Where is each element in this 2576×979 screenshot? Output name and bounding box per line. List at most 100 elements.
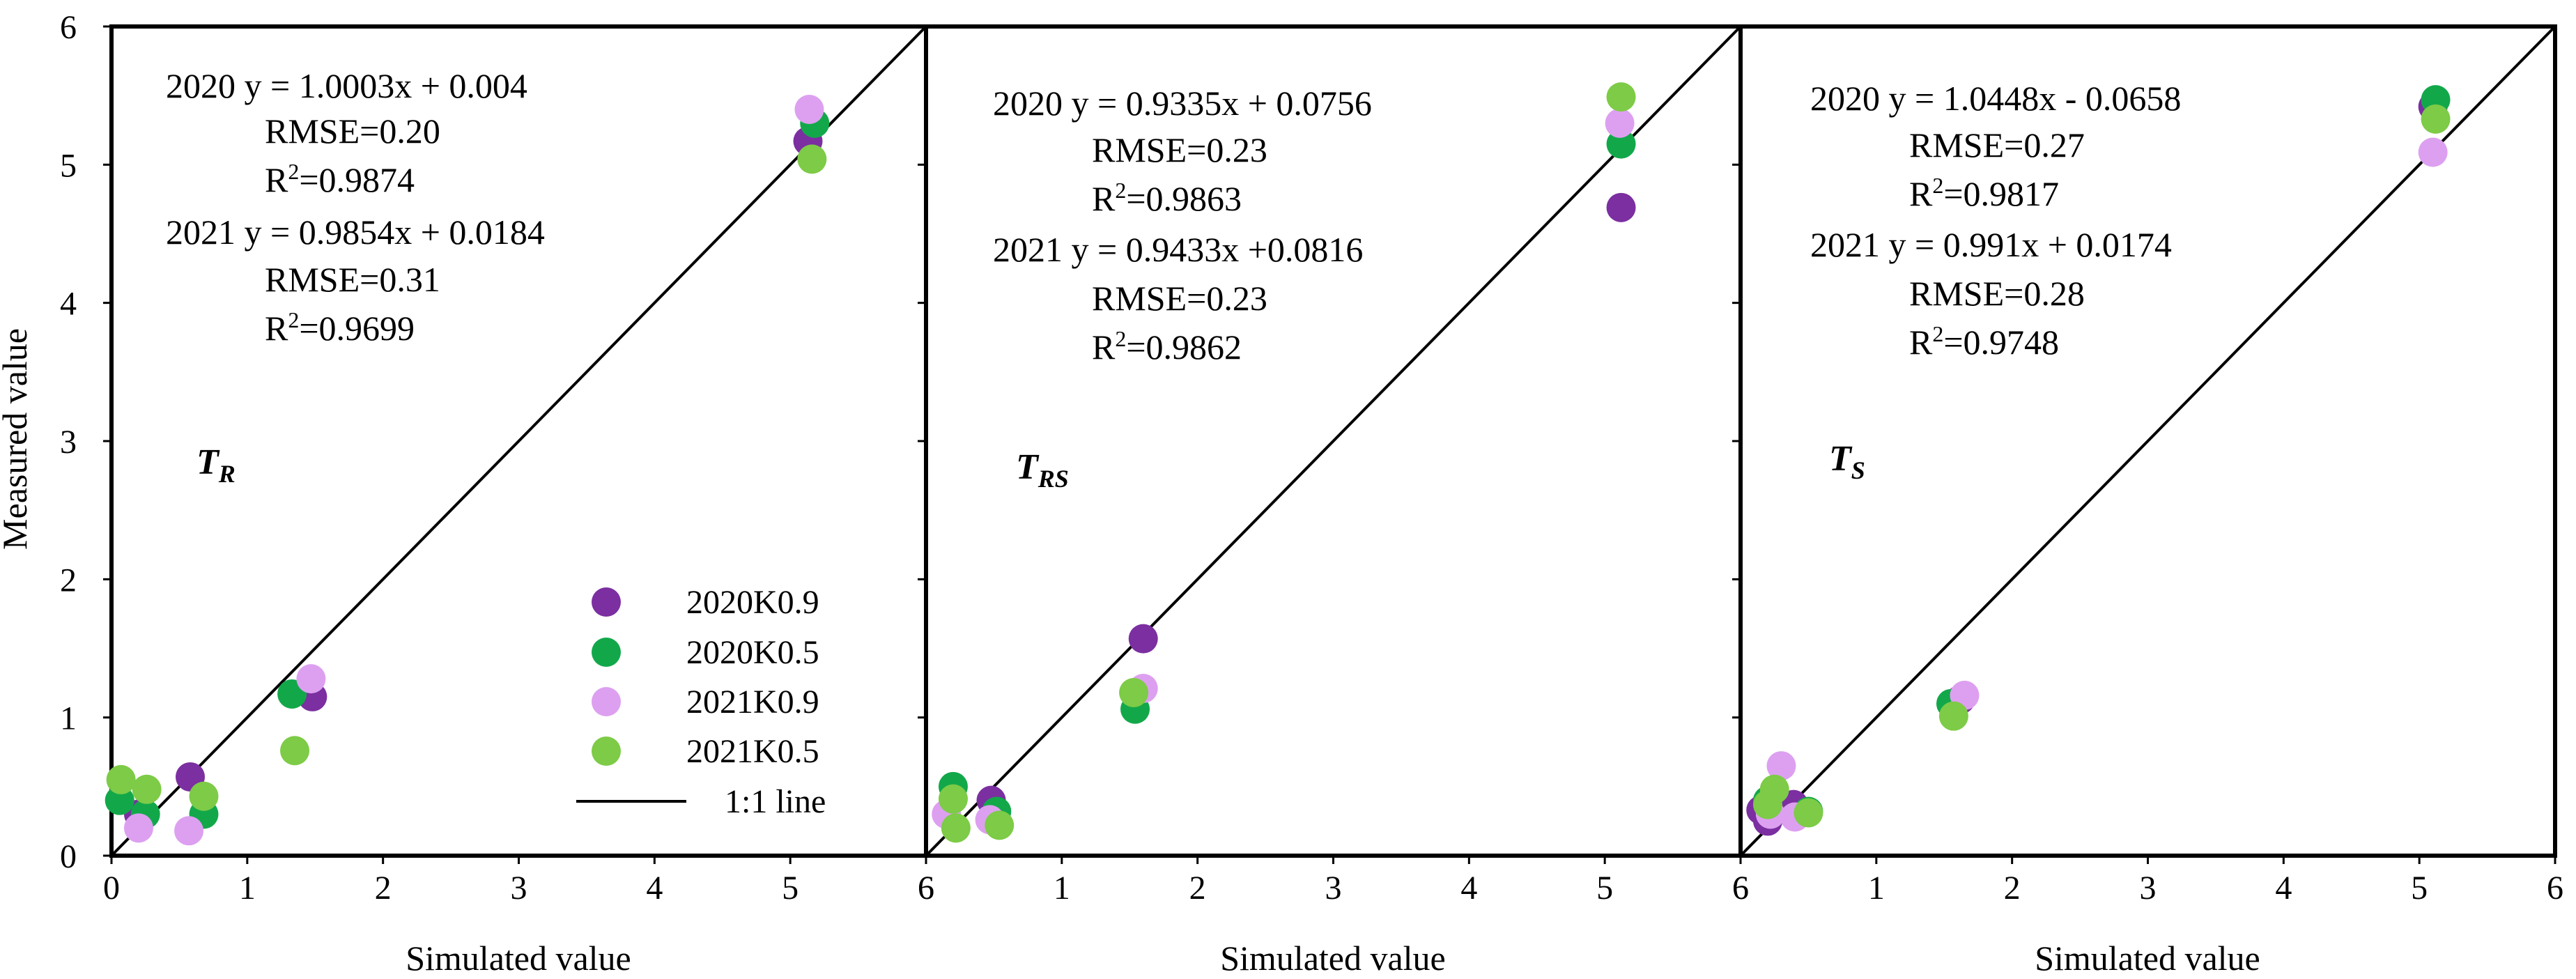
- r2-2021: R2=0.9748: [1909, 321, 2059, 362]
- tick-layer: 6 1 2 3 4 5 6: [918, 25, 1749, 907]
- equation-2021: 2021 y = 0.9433x +0.0816: [993, 230, 1363, 269]
- point-2020k05: [105, 785, 134, 815]
- legend: 2020K0.9 2020K0.5 2021K0.9 2021K0.5 1:1 …: [576, 584, 826, 820]
- annotation-block: 2020 y = 0.9335x + 0.0756 RMSE=0.23 R2=0…: [993, 84, 1372, 367]
- x-tick-label: 1: [1054, 870, 1070, 907]
- x-tick-label: 1: [239, 870, 256, 907]
- y-tick-label: 3: [60, 424, 77, 461]
- rmse-2020: RMSE=0.20: [265, 111, 440, 151]
- point-2021k09: [1766, 751, 1796, 781]
- rmse-2020: RMSE=0.27: [1909, 125, 2085, 164]
- equation-2020: 2020 y = 1.0448x - 0.0658: [1810, 79, 2181, 118]
- x-tick-label: 6: [1732, 870, 1749, 907]
- point-2020k09: [1606, 192, 1636, 222]
- tick-layer: 6 1 2 3 4 5 6: [1732, 25, 2563, 907]
- x-tick-label: 3: [511, 870, 527, 907]
- point-2021k05: [938, 784, 968, 814]
- point-2021k05: [132, 774, 162, 804]
- point-2021k05: [797, 144, 827, 174]
- r2-2020: R2=0.9874: [265, 159, 415, 199]
- y-tick-label: 2: [60, 562, 77, 599]
- x-axis-title: Simulated value: [2035, 939, 2260, 978]
- legend-marker-2020k09: [592, 587, 621, 617]
- r2-2020: R2=0.9863: [1092, 178, 1242, 218]
- panel-label: TRS: [1016, 447, 1069, 493]
- panel-tr: 0 1 2 3 4 5 6 0 1 2 3 4 5 6 2020 y = 1.0003x + 0.004 …: [60, 9, 934, 978]
- point-2020k09: [1128, 624, 1158, 654]
- point-2021k05: [280, 736, 310, 766]
- point-2021k09: [2418, 137, 2448, 167]
- equation-2020: 2020 y = 0.9335x + 0.0756: [993, 84, 1372, 123]
- x-tick-label: 4: [2275, 870, 2292, 907]
- one-to-one-line: [1739, 25, 2556, 857]
- y-axis-title: Measured value: [0, 328, 34, 550]
- one-to-one-line: [925, 25, 1742, 857]
- x-tick-label: 6: [918, 870, 934, 907]
- point-2021k05: [941, 813, 971, 843]
- legend-label-2020k05: 2020K0.5: [686, 634, 819, 671]
- panel-trs: 6 1 2 3 4 5 6 2020 y = 0.9335x + 0.0756 RMSE=0…: [918, 24, 1749, 978]
- y-tick-label: 6: [60, 9, 77, 46]
- point-2021k05: [1119, 677, 1149, 707]
- legend-label-one-to-one: 1:1 line: [725, 783, 826, 820]
- x-tick-label: 5: [782, 870, 799, 907]
- panel-label: TS: [1829, 439, 1865, 484]
- x-tick-label: 6: [918, 870, 934, 907]
- panel-ts: 6 1 2 3 4 5 6 2020 y = 1.0448x - 0.0658 RMSE=0…: [1732, 24, 2563, 978]
- y-tick-label: 4: [60, 286, 77, 323]
- x-tick-label: 1: [1868, 870, 1885, 907]
- x-tick-label: 2: [1189, 870, 1206, 907]
- point-2021k05: [2421, 104, 2451, 134]
- x-axis-title: Simulated value: [406, 939, 631, 978]
- y-tick-label: 5: [60, 147, 77, 184]
- legend-label-2020k09: 2020K0.9: [686, 584, 819, 621]
- x-tick-label: 2: [2004, 870, 2021, 907]
- r2-2021: R2=0.9862: [1092, 326, 1242, 367]
- point-layer: [1746, 85, 2451, 836]
- x-tick-label: 4: [1460, 870, 1477, 907]
- point-2021k05: [1759, 774, 1789, 804]
- y-tick-label: 1: [60, 700, 77, 737]
- annotation-block: 2020 y = 1.0448x - 0.0658 RMSE=0.27 R2=0…: [1810, 79, 2181, 362]
- x-tick-label: 2: [375, 870, 392, 907]
- x-tick-label: 3: [1325, 870, 1342, 907]
- equation-2020: 2020 y = 1.0003x + 0.004: [166, 66, 527, 105]
- rmse-2021: RMSE=0.31: [265, 260, 440, 299]
- legend-label-2021k05: 2021K0.5: [686, 733, 819, 770]
- point-layer: [105, 95, 830, 846]
- equation-2021: 2021 y = 0.9854x + 0.0184: [166, 213, 545, 252]
- point-2021k05: [985, 810, 1015, 840]
- legend-marker-2021k05: [592, 737, 621, 766]
- x-axis-title: Simulated value: [1220, 939, 1446, 978]
- annotation-block: 2020 y = 1.0003x + 0.004 RMSE=0.20 R2=0.…: [166, 66, 545, 348]
- r2-2021: R2=0.9699: [265, 307, 415, 348]
- point-2021k09: [794, 95, 824, 124]
- x-tick-label: 5: [2411, 870, 2428, 907]
- rmse-2020: RMSE=0.23: [1092, 130, 1267, 169]
- one-to-one-line: [110, 25, 927, 857]
- x-tick-label: 0: [103, 870, 120, 907]
- y-tick-label: 0: [60, 838, 77, 875]
- point-2021k05: [189, 781, 219, 811]
- x-tick-label: 5: [1596, 870, 1613, 907]
- point-2021k09: [123, 813, 153, 843]
- x-tick-label: 4: [646, 870, 663, 907]
- point-2021k09: [1605, 108, 1635, 138]
- legend-label-2021k09: 2021K0.9: [686, 684, 819, 720]
- legend-marker-2020k05: [592, 638, 621, 667]
- point-layer: [932, 82, 1636, 843]
- point-2021k05: [1606, 82, 1636, 112]
- point-2021k09: [174, 816, 204, 846]
- point-2021k05: [1794, 798, 1823, 828]
- tick-layer: 0 1 2 3 4 5 6 0 1 2 3 4 5 6: [60, 9, 934, 907]
- point-2021k09: [296, 664, 326, 694]
- panel-label: TR: [196, 442, 236, 488]
- x-tick-label: 6: [1732, 870, 1749, 907]
- point-2020k05: [1606, 129, 1636, 159]
- r2-2020: R2=0.9817: [1909, 173, 2059, 213]
- rmse-2021: RMSE=0.23: [1092, 279, 1267, 318]
- legend-marker-2021k09: [592, 687, 621, 716]
- point-2021k05: [106, 764, 136, 794]
- equation-2021: 2021 y = 0.991x + 0.0174: [1810, 225, 2172, 264]
